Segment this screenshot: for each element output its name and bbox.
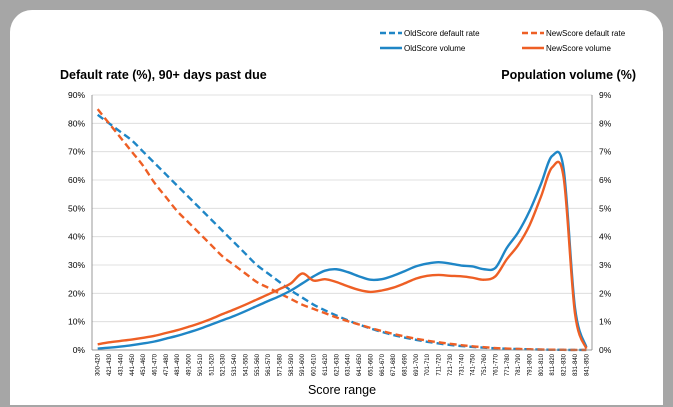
x-tick-label: 521-530 [221, 353, 227, 376]
series-lines [96, 108, 588, 352]
x-tick-label: 711-720 [437, 353, 443, 375]
x-tick-label: 601-610 [312, 353, 318, 376]
y-right-tick-label: 8% [599, 118, 612, 128]
x-tick-label: 651-660 [368, 353, 374, 376]
x-tick-label: 300-420 [96, 353, 102, 376]
oldscore-volume-line [97, 150, 588, 350]
x-tick-label: 421-430 [107, 353, 113, 376]
x-tick-label: 511-520 [209, 353, 215, 375]
x-tick-label: 501-510 [198, 353, 204, 376]
y-right-tick-label: 3% [599, 260, 612, 270]
y-left-tick-label: 40% [68, 232, 85, 242]
x-tick-label: 741-750 [471, 353, 477, 376]
oldscore-default-rate-line [96, 113, 587, 352]
x-tick-label: 811-820 [550, 353, 556, 375]
x-axis-title: Score range [308, 383, 376, 397]
x-tick-label: 661-670 [380, 353, 386, 376]
y-left-tick-label: 70% [68, 147, 85, 157]
x-tick-label: 671-680 [391, 353, 397, 376]
x-tick-label: 571-580 [278, 353, 284, 376]
x-tick-label: 441-450 [130, 353, 136, 376]
x-tick-label: 821-830 [562, 353, 568, 376]
y-right-tick-label: 4% [599, 232, 612, 242]
x-tick-label: 591-600 [300, 353, 306, 376]
y-left-tick-label: 60% [68, 175, 85, 185]
y-right-tick-label: 6% [599, 175, 612, 185]
legend-label-oldscore-volume: OldScore volume [404, 44, 466, 53]
right-axis-title: Population volume (%) [501, 68, 636, 82]
x-tick-label: 611-620 [323, 353, 329, 375]
y-left-tick-label: 20% [68, 288, 85, 298]
y-right-tick-label: 5% [599, 203, 612, 213]
x-tick-label: 841-850 [584, 353, 590, 376]
x-tick-label: 431-440 [118, 353, 124, 376]
x-tick-label: 721-730 [448, 353, 454, 376]
legend-label-newscore-default-rate: NewScore default rate [546, 29, 626, 38]
x-tick-label: 551-560 [255, 353, 261, 376]
newscore-volume-line [97, 160, 588, 350]
y-left-tick-label: 0% [73, 345, 86, 355]
x-tick-label: 701-710 [425, 353, 431, 376]
x-tick-label: 761-770 [493, 353, 499, 376]
x-tick-label: 471-480 [164, 353, 170, 376]
y-right-tick-label: 9% [599, 90, 612, 100]
x-tick-label: 691-700 [414, 353, 420, 376]
legend-label-oldscore-default-rate: OldScore default rate [404, 29, 480, 38]
y-left-tick-label: 10% [68, 317, 85, 327]
chart-card: 0% 0% 10% 1% 20% 2% 30% 3% 40% 4% 50% 5% 60% 6% 70% 7% 8… [10, 10, 663, 405]
x-tick-label: 621-630 [334, 353, 340, 376]
x-tick-label: 791-800 [528, 353, 534, 376]
y-right-tick-label: 7% [599, 147, 612, 157]
axes: 0% 0% 10% 1% 20% 2% 30% 3% 40% 4% 50% 5% 60% 6% 70% 7% 8… [68, 90, 612, 376]
x-tick-label: 831-840 [573, 353, 579, 376]
x-tick-label: 641-650 [357, 353, 363, 376]
x-tick-label: 751-760 [482, 353, 488, 376]
y-right-tick-label: 2% [599, 288, 612, 298]
y-left-tick-label: 80% [68, 118, 85, 128]
x-tick-label: 731-740 [459, 353, 465, 376]
x-tick-label: 681-690 [403, 353, 409, 376]
chart-svg: 0% 0% 10% 1% 20% 2% 30% 3% 40% 4% 50% 5% 60% 6% 70% 7% 8… [60, 29, 636, 397]
y-right-tick-label: 1% [599, 317, 612, 327]
x-tick-label: 491-500 [187, 353, 193, 376]
x-tick-label: 541-550 [243, 353, 249, 376]
newscore-default-rate-line [96, 108, 587, 352]
x-tick-label: 581-590 [289, 353, 295, 376]
grid-lines [92, 94, 592, 351]
x-tick-label: 781-790 [516, 353, 522, 376]
y-right-tick-label: 0% [599, 345, 612, 355]
left-axis-title: Default rate (%), 90+ days past due [60, 68, 267, 82]
x-tick-label: 531-540 [232, 353, 238, 376]
x-tick-label: 481-490 [175, 353, 181, 376]
x-tick-label: 771-780 [505, 353, 511, 376]
x-tick-label: 561-570 [266, 353, 272, 376]
x-tick-label: 631-640 [346, 353, 352, 376]
x-tick-label: 451-460 [141, 353, 147, 376]
y-left-tick-label: 90% [68, 90, 85, 100]
legend: OldScore default rate NewScore default ra… [380, 29, 626, 53]
y-left-tick-label: 50% [68, 203, 85, 213]
x-tick-label: 801-810 [539, 353, 545, 376]
x-tick-label: 461-470 [153, 353, 159, 376]
y-left-tick-label: 30% [68, 260, 85, 270]
legend-label-newscore-volume: NewScore volume [546, 44, 611, 53]
